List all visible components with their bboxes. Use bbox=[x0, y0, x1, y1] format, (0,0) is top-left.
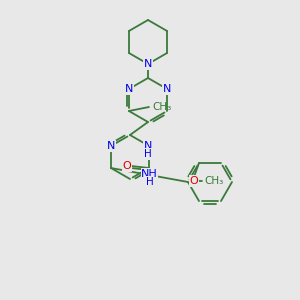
Text: N: N bbox=[107, 141, 115, 151]
Text: CH₃: CH₃ bbox=[152, 102, 171, 112]
Text: NH: NH bbox=[141, 169, 158, 179]
Text: O: O bbox=[123, 161, 131, 171]
Text: O: O bbox=[190, 176, 198, 186]
Text: H: H bbox=[144, 149, 152, 159]
Text: N: N bbox=[144, 141, 152, 151]
Text: CH₃: CH₃ bbox=[204, 176, 223, 186]
Text: N: N bbox=[144, 59, 152, 69]
Text: N: N bbox=[125, 84, 133, 94]
Text: H: H bbox=[146, 177, 153, 187]
Text: N: N bbox=[163, 84, 171, 94]
